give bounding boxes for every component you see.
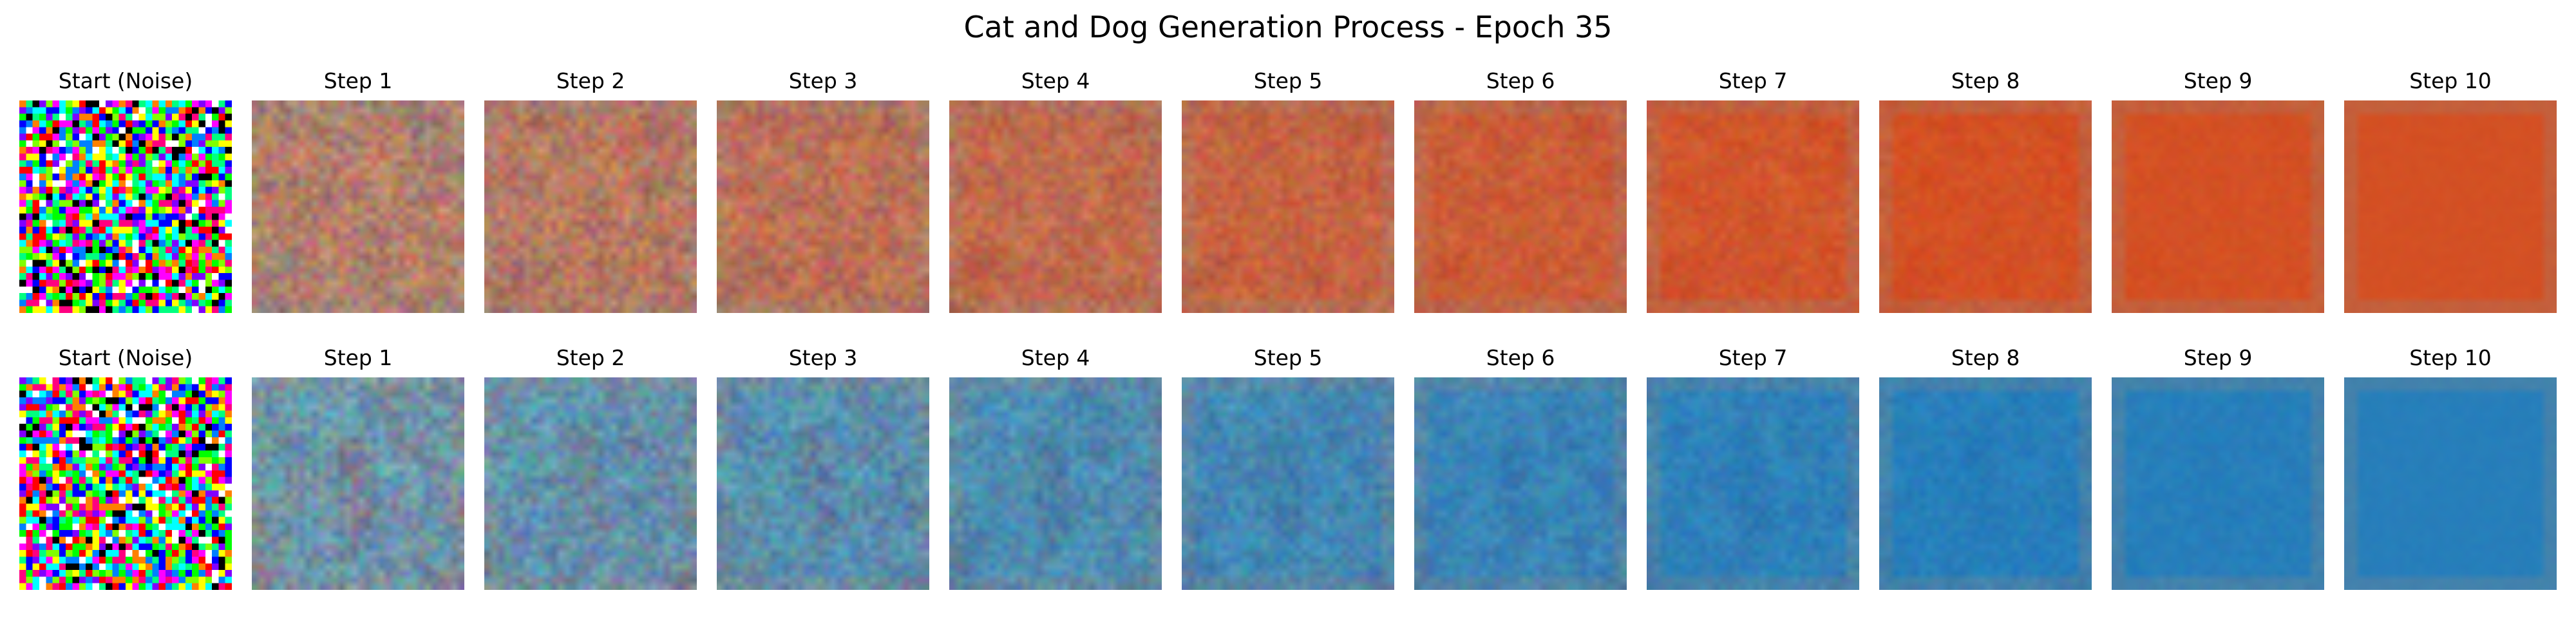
generated-image [1182, 377, 1394, 590]
panel-step-7: Step 7 [1647, 341, 1859, 592]
panel-title: Step 7 [1718, 345, 1788, 370]
panel-title: Step 5 [1253, 345, 1323, 370]
generated-image [252, 100, 464, 313]
panel-start-noise: Start (Noise) [19, 341, 232, 592]
generated-image [1182, 100, 1394, 313]
panel-step-10: Step 10 [2344, 64, 2557, 316]
panel-title: Step 10 [2409, 68, 2492, 93]
panel-step-1: Step 1 [252, 64, 464, 316]
panel-title: Step 2 [556, 345, 625, 370]
generated-image [484, 100, 697, 313]
generation-row-dog: Start (Noise) Step 1 Step 2 Step 3 Step … [0, 341, 2576, 592]
generated-image [2344, 377, 2557, 590]
panel-step-5: Step 5 [1182, 64, 1394, 316]
panel-step-9: Step 9 [2112, 341, 2324, 592]
noise-image [19, 377, 232, 590]
panel-title: Step 4 [1021, 68, 1090, 93]
panel-step-5: Step 5 [1182, 341, 1394, 592]
generated-image [1414, 377, 1627, 590]
panel-step-4: Step 4 [949, 341, 1162, 592]
generated-image [717, 377, 929, 590]
generated-image [1647, 377, 1859, 590]
panel-step-1: Step 1 [252, 341, 464, 592]
generated-image [1647, 100, 1859, 313]
panel-title: Step 3 [788, 345, 858, 370]
generation-row-cat: Start (Noise) Step 1 Step 2 Step 3 Step … [0, 64, 2576, 316]
panel-start-noise: Start (Noise) [19, 64, 232, 316]
generated-image [2112, 377, 2324, 590]
generated-image [2344, 100, 2557, 313]
generated-image [949, 377, 1162, 590]
generated-image [252, 377, 464, 590]
panel-step-2: Step 2 [484, 64, 697, 316]
panel-step-2: Step 2 [484, 341, 697, 592]
panel-title: Step 2 [556, 68, 625, 93]
panel-title: Step 1 [323, 68, 393, 93]
panel-title: Step 10 [2409, 345, 2492, 370]
panel-title: Step 6 [1486, 68, 1555, 93]
generated-image [717, 100, 929, 313]
panel-title: Step 4 [1021, 345, 1090, 370]
figure-title: Cat and Dog Generation Process - Epoch 3… [963, 10, 1613, 44]
generated-image [1879, 100, 2092, 313]
panel-step-4: Step 4 [949, 64, 1162, 316]
generated-image [484, 377, 697, 590]
panel-step-10: Step 10 [2344, 341, 2557, 592]
panel-step-6: Step 6 [1414, 64, 1627, 316]
panel-title: Step 3 [788, 68, 858, 93]
panel-title: Start (Noise) [58, 68, 193, 93]
panel-step-6: Step 6 [1414, 341, 1627, 592]
panel-step-8: Step 8 [1879, 64, 2092, 316]
panel-title: Step 8 [1951, 68, 2020, 93]
panel-title: Step 8 [1951, 345, 2020, 370]
generated-image [949, 100, 1162, 313]
panel-title: Step 7 [1718, 68, 1788, 93]
panel-title: Step 9 [2183, 345, 2253, 370]
panel-step-3: Step 3 [717, 341, 929, 592]
generated-image [1414, 100, 1627, 313]
generated-image [1879, 377, 2092, 590]
panel-title: Step 6 [1486, 345, 1555, 370]
panel-title: Step 1 [323, 345, 393, 370]
generated-image [2112, 100, 2324, 313]
noise-image [19, 100, 232, 313]
panel-step-3: Step 3 [717, 64, 929, 316]
panel-step-8: Step 8 [1879, 341, 2092, 592]
panel-step-7: Step 7 [1647, 64, 1859, 316]
panel-title: Start (Noise) [58, 345, 193, 370]
panel-title: Step 5 [1253, 68, 1323, 93]
panel-title: Step 9 [2183, 68, 2253, 93]
panel-step-9: Step 9 [2112, 64, 2324, 316]
